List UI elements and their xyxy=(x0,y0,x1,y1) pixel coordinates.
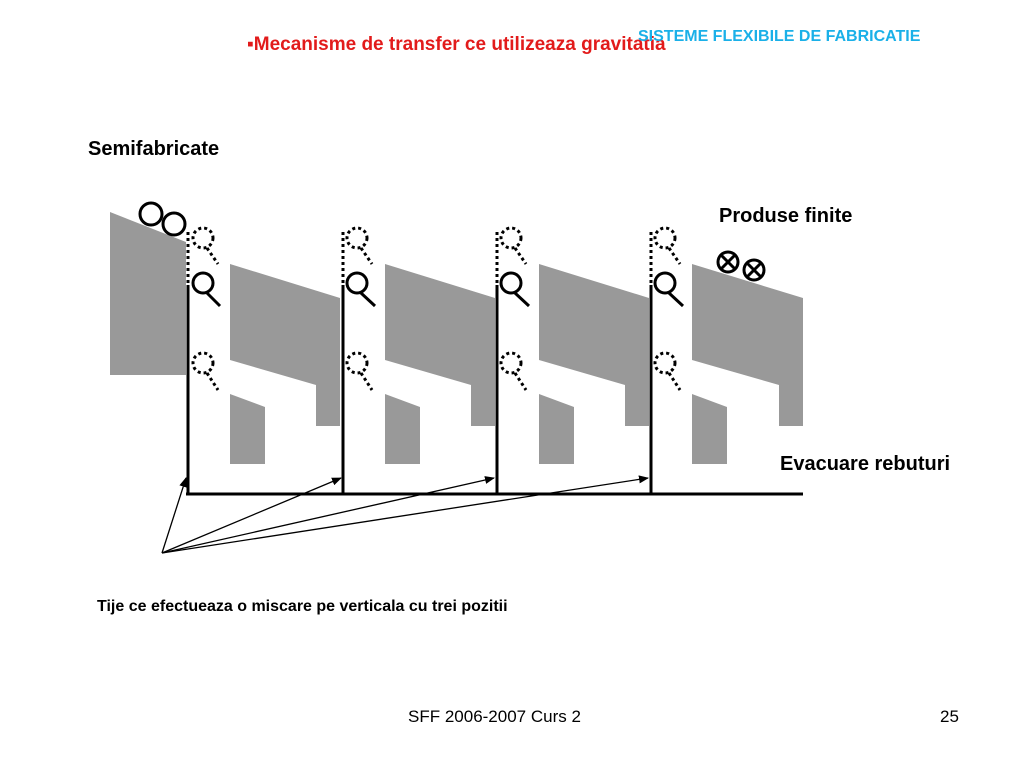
station-ramp-2 xyxy=(385,264,495,426)
reject-block-2 xyxy=(385,394,420,464)
pointer-arrow-3 xyxy=(161,476,495,554)
page-number: 25 xyxy=(940,707,959,726)
station-ramp-3 xyxy=(539,264,649,426)
pointer-arrow-1 xyxy=(161,477,188,554)
station-3-parts xyxy=(499,226,531,391)
part-incoming-1 xyxy=(138,201,164,227)
part-incoming-2 xyxy=(161,211,187,237)
inlet-ramp xyxy=(110,212,186,375)
station-1-parts xyxy=(191,226,222,391)
reject-block-4 xyxy=(692,394,727,464)
label-semifabricate: Semifabricate xyxy=(88,138,220,160)
station-ramp-1 xyxy=(230,264,340,426)
station-2-parts xyxy=(345,226,377,391)
course-title: SISTEME FLEXIBILE DE FABRICATIE xyxy=(638,28,921,45)
slide-title: ▪Mecanisme de transfer ce utilizeaza gra… xyxy=(247,34,666,55)
pointer-arrow-2 xyxy=(161,477,342,554)
station-4-parts xyxy=(653,226,685,391)
pointer-arrow-4 xyxy=(161,475,649,554)
label-produse-finite: Produse finite xyxy=(719,205,853,227)
label-rods-description: Tije ce efectueaza o miscare pe vertical… xyxy=(97,598,508,615)
finished-part-2 xyxy=(742,258,766,282)
reject-block-3 xyxy=(539,394,574,464)
label-evacuare-rebuturi: Evacuare rebuturi xyxy=(780,453,951,475)
station-ramp-4 xyxy=(692,264,803,426)
footer-course: SFF 2006-2007 Curs 2 xyxy=(408,707,581,726)
finished-part-1 xyxy=(716,250,740,274)
reject-block-1 xyxy=(230,394,265,464)
